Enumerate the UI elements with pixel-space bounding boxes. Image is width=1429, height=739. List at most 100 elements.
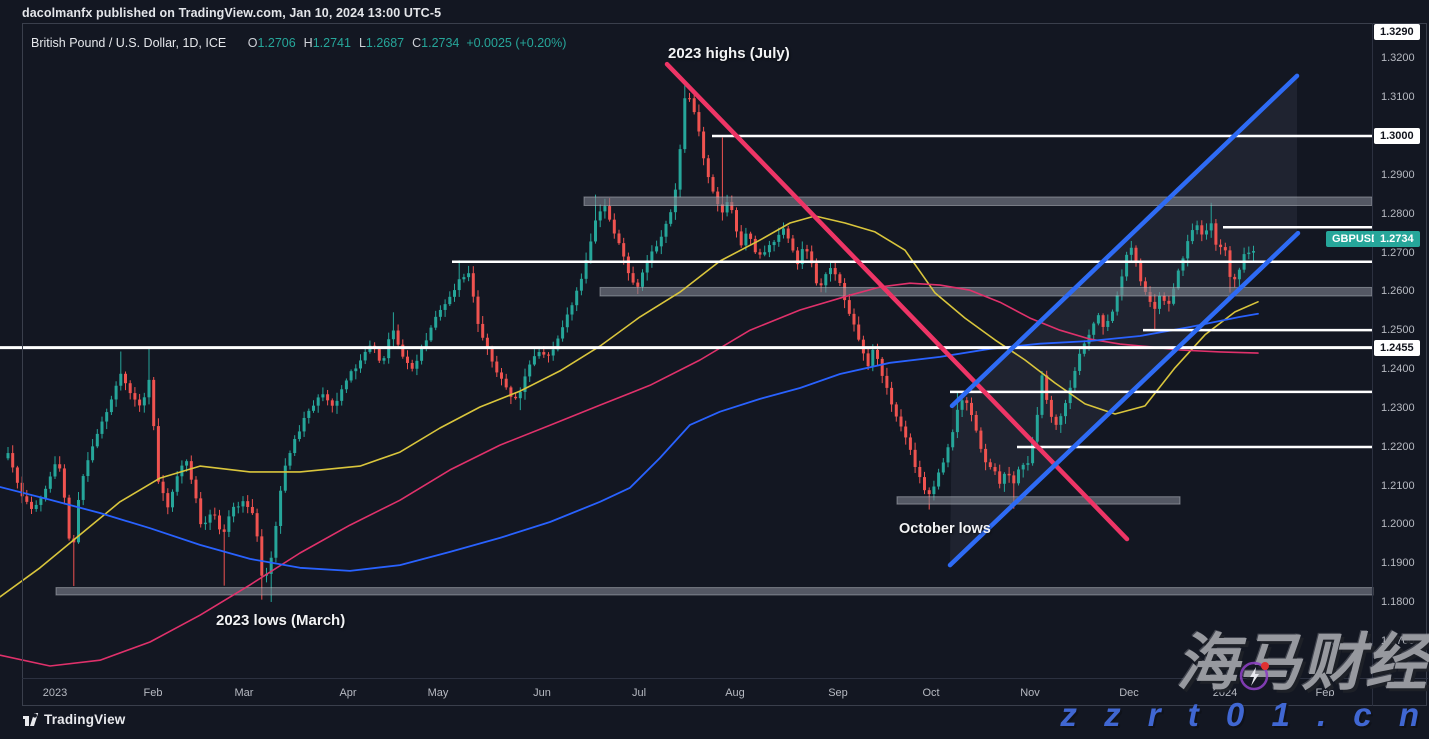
candle-body (998, 471, 1002, 484)
candle-body (965, 400, 969, 403)
candle-body (1092, 323, 1096, 335)
candle-body (44, 488, 48, 499)
candle-body (218, 515, 221, 530)
support-resistance-band (896, 496, 1181, 505)
candle-body (984, 448, 988, 463)
candle-body (528, 364, 532, 377)
ohlc-value: 1.2734 (421, 36, 460, 50)
downtrend-from-july-highs (664, 61, 1130, 542)
candle-body (688, 98, 691, 100)
candle-body (138, 399, 142, 406)
price-axis-label: 1.2400 (1381, 363, 1415, 375)
candle-body (1078, 353, 1082, 371)
candle-body (518, 391, 522, 399)
candle-body (575, 290, 579, 306)
price-axis[interactable]: 1.3290 1.3200 1.3100 1.3000 1.2900 1.2800 1.27… (1373, 0, 1429, 739)
candle-body (735, 210, 738, 232)
candle-body (274, 526, 278, 558)
candle-body (396, 330, 400, 345)
time-axis-label: Feb (1315, 687, 1335, 699)
time-axis-label: Nov (1020, 687, 1040, 699)
candle-body (250, 506, 254, 514)
ohlc-key: O (247, 36, 258, 50)
candle-body (1002, 473, 1006, 484)
candle-body (1134, 247, 1138, 263)
ohlc-key: L (358, 36, 366, 50)
candle-body (53, 464, 57, 477)
candle-body (885, 375, 889, 388)
candle-body (34, 504, 38, 509)
candle-body (457, 279, 461, 291)
symbol-title: British Pound / U.S. Dollar, 1D, ICE (31, 36, 227, 50)
price-axis-label: 1.1700 (1381, 635, 1415, 647)
annotation-2023-lows[interactable]: 2023 lows (March) (216, 612, 346, 629)
candle-body (377, 349, 381, 361)
candle-body (335, 400, 339, 406)
candle-body (556, 338, 560, 350)
candle-body (288, 453, 292, 466)
candle-body (523, 376, 527, 392)
candle-body (1195, 225, 1199, 231)
candle-body (570, 305, 574, 315)
candle-body (363, 351, 367, 361)
candle-body (189, 461, 193, 480)
candle-body (312, 405, 315, 411)
candle-body (48, 476, 52, 489)
symbol-info-row: British Pound / U.S. Dollar, 1D, ICE O1.… (31, 36, 566, 50)
price-axis-separator[interactable] (1372, 23, 1373, 706)
candle-body (819, 283, 823, 286)
candle-body (185, 461, 189, 466)
candle-body (584, 260, 588, 279)
candle-body (1247, 252, 1251, 255)
candle-body (1237, 269, 1241, 280)
price-axis-label: 1.2000 (1381, 518, 1415, 530)
ascending-channel-fill (950, 75, 1297, 566)
candle-body (1148, 291, 1152, 302)
time-axis-separator[interactable] (22, 678, 1428, 679)
candle-body (11, 453, 15, 468)
support-resistance-band (599, 286, 1373, 297)
candle-body (316, 397, 320, 406)
candle-body (951, 432, 955, 448)
tradingview-attribution[interactable]: TradingView (22, 712, 125, 727)
candle-body (1064, 403, 1067, 417)
candle-body (297, 431, 301, 439)
price-axis-label: 1.3100 (1381, 91, 1415, 103)
candle-body (866, 353, 870, 367)
ohlc-value: +0.0025 (+0.20%) (459, 36, 567, 50)
candle-body (467, 273, 471, 278)
candle-body (1190, 230, 1194, 242)
candle-body (1176, 270, 1180, 289)
candle-body (260, 536, 264, 576)
candle-body (739, 231, 743, 246)
candle-body (810, 251, 814, 264)
price-axis-label: 1.2300 (1381, 402, 1415, 414)
candle-body (594, 220, 597, 242)
candle-body (876, 349, 879, 359)
ohlc-value: 1.2706 (257, 36, 296, 50)
price-axis-badge: 1.3290 (1374, 24, 1420, 40)
candle-body (1054, 416, 1058, 425)
candle-body (772, 241, 776, 246)
candle-body (124, 373, 127, 384)
candle-body (504, 378, 508, 388)
candle-body (796, 250, 800, 265)
candle-body (706, 158, 710, 178)
annotation-october-lows[interactable]: October lows (899, 521, 991, 537)
candle-body (434, 316, 438, 328)
watermark-emblem-icon (1239, 661, 1269, 691)
candle-body (678, 149, 682, 190)
candle-body (542, 352, 546, 355)
candle-body (25, 496, 29, 502)
candle-body (1223, 247, 1227, 251)
time-axis[interactable]: 2023 Feb Mar Apr May Jun Jul Aug Sep Oct Nov Dec 202… (0, 678, 1429, 706)
candle-body (697, 112, 701, 132)
candle-body (767, 245, 771, 253)
candle-body (608, 206, 612, 220)
candle-body (923, 477, 926, 491)
candle-body (424, 340, 428, 348)
candle-body (77, 499, 80, 543)
annotation-2023-highs[interactable]: 2023 highs (July) (668, 45, 790, 62)
